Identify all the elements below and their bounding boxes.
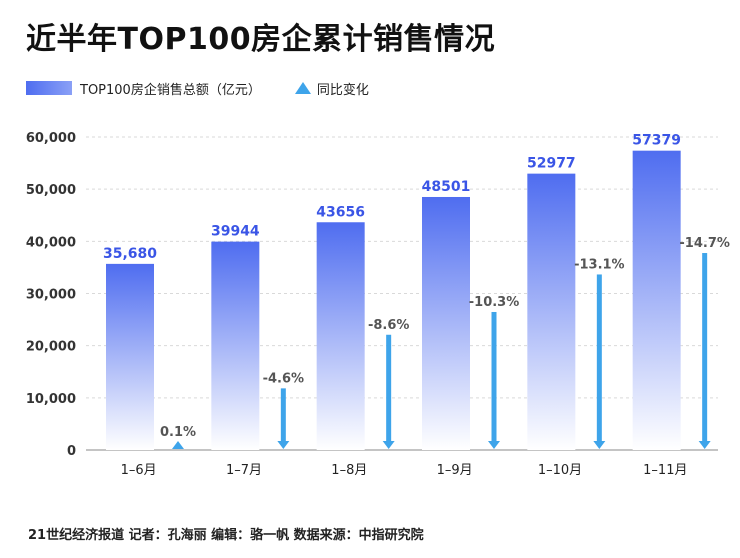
change-value-label: 0.1% (160, 425, 196, 440)
legend-item-change: 同比变化 (261, 79, 369, 98)
change-arrow-shaft (702, 253, 708, 442)
sales-value-label: 52977 (527, 156, 576, 172)
y-tick-label: 10,000 (26, 392, 76, 407)
x-tick-label: 1–8月 (331, 463, 367, 478)
change-value-label: -10.3% (469, 295, 520, 310)
triangle-up-icon (294, 82, 311, 94)
bar-chart: 0 10,000 20,000 30,000 40,000 50,000 60,000 35,… (26, 131, 730, 478)
y-tick-label: 60,000 (26, 131, 76, 146)
x-tick-label: 1–9月 (437, 463, 473, 478)
sales-value-label: 35,680 (103, 246, 157, 262)
y-tick-label: 0 (67, 444, 76, 459)
change-down-arrow (277, 441, 290, 449)
legend-item-sales: TOP100房企销售总额（亿元） (26, 79, 261, 98)
source-footer: 21世纪经济报道 记者：孔海丽 编辑：骆一帆 数据来源：中指研究院 (28, 528, 424, 543)
x-tick-label: 1–6月 (121, 463, 157, 478)
change-down-arrow (382, 441, 395, 449)
legend-change-label: 同比变化 (316, 82, 369, 98)
change-down-arrow (698, 441, 711, 449)
sales-bar (316, 222, 365, 450)
sales-value-label: 48501 (422, 179, 471, 195)
legend-sales-label: TOP100房企销售总额（亿元） (80, 82, 261, 98)
change-down-arrow (593, 441, 606, 449)
change-value-label: -13.1% (574, 257, 625, 272)
change-value-label: -4.6% (263, 371, 304, 386)
y-tick-label: 20,000 (26, 340, 76, 355)
x-tick-label: 1–11月 (643, 463, 687, 478)
sales-bar (527, 173, 576, 450)
change-up-arrow (172, 441, 184, 449)
change-arrow-shaft (596, 274, 602, 442)
change-value-label: -8.6% (368, 318, 409, 333)
sales-bar (106, 263, 154, 450)
chart-title: 近半年TOP100房企累计销售情况 (26, 22, 496, 57)
sales-bar (632, 150, 681, 450)
y-tick-label: 50,000 (26, 183, 76, 198)
y-tick-label: 30,000 (26, 288, 76, 303)
change-arrow-shaft (491, 311, 497, 442)
sales-bar (211, 241, 260, 450)
sales-value-label: 39944 (211, 224, 260, 240)
sales-value-label: 57379 (632, 133, 681, 149)
change-value-label: -14.7% (679, 236, 730, 251)
change-arrow-shaft (280, 388, 286, 442)
legend: TOP100房企销售总额（亿元） 同比变化 (26, 78, 369, 98)
sales-bar (422, 196, 470, 450)
sales-value-label: 43656 (316, 204, 365, 220)
y-tick-label: 40,000 (26, 235, 76, 250)
legend-bar-swatch (26, 81, 72, 95)
x-tick-label: 1–7月 (226, 463, 262, 478)
change-arrow-shaft (386, 334, 392, 442)
x-tick-label: 1–10月 (538, 463, 582, 478)
change-down-arrow (488, 441, 500, 449)
